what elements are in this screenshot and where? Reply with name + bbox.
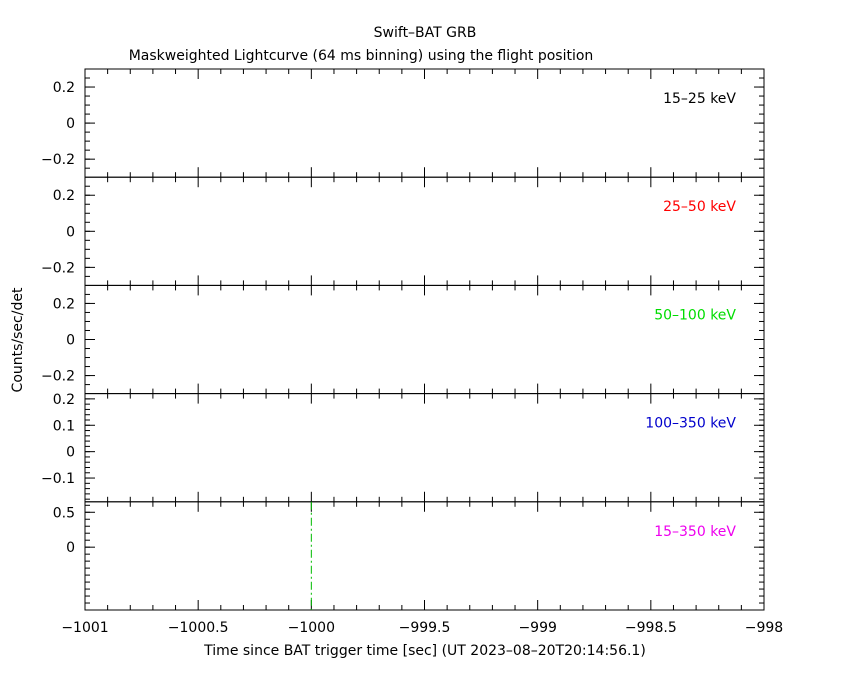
panel-frame [84,284,765,395]
panel-label: 15–25 keV [663,91,736,107]
y-tick-label: 0 [66,445,75,461]
y-tick-label: −0.1 [41,471,75,487]
panel-label: 50–100 keV [654,307,736,323]
y-tick-label: 0.1 [53,418,75,434]
panel-frame [84,176,765,286]
y-tick-label: 0.2 [53,296,75,312]
x-tick-label: −998 [745,620,783,636]
panel-frame [84,393,765,503]
x-tick-label: −1000 [288,620,335,636]
y-tick-label: 0.2 [53,188,75,204]
panel-label: 100–350 keV [645,416,736,432]
x-axis-label: Time since BAT trigger time [sec] (UT 20… [203,643,646,659]
x-tick-label: −1001 [61,620,108,636]
y-tick-label: −0.2 [41,260,75,276]
x-tick-label: −998.5 [625,620,677,636]
panels-group: 0.2 0 −0.2 15–25 keV 0.2 0 −0.2 25–50 keV 0.2 0 −0… [41,68,783,636]
y-tick-label: 0.5 [53,505,75,521]
panel-label: 25–50 keV [663,199,736,215]
y-tick-label: 0.2 [53,392,75,408]
y-tick-label: 0 [66,224,75,240]
x-tick-label: −999 [518,620,556,636]
panel-frame [84,501,765,611]
chart-title: Swift–BAT GRB [374,25,477,41]
x-tick-label: −1000.5 [168,620,229,636]
panel-frame [84,68,765,178]
chart-subtitle: Maskweighted Lightcurve (64 ms binning) … [129,48,594,64]
y-tick-label: 0 [66,333,75,349]
y-tick-label: 0.2 [53,80,75,96]
y-axis-label: Counts/sec/det [10,287,26,392]
x-tick-label: −999.5 [399,620,451,636]
y-tick-label: 0 [66,540,75,556]
panel-label: 15–350 keV [654,524,736,540]
y-tick-label: 0 [66,116,75,132]
y-tick-label: −0.2 [41,152,75,168]
y-tick-label: −0.2 [41,369,75,385]
